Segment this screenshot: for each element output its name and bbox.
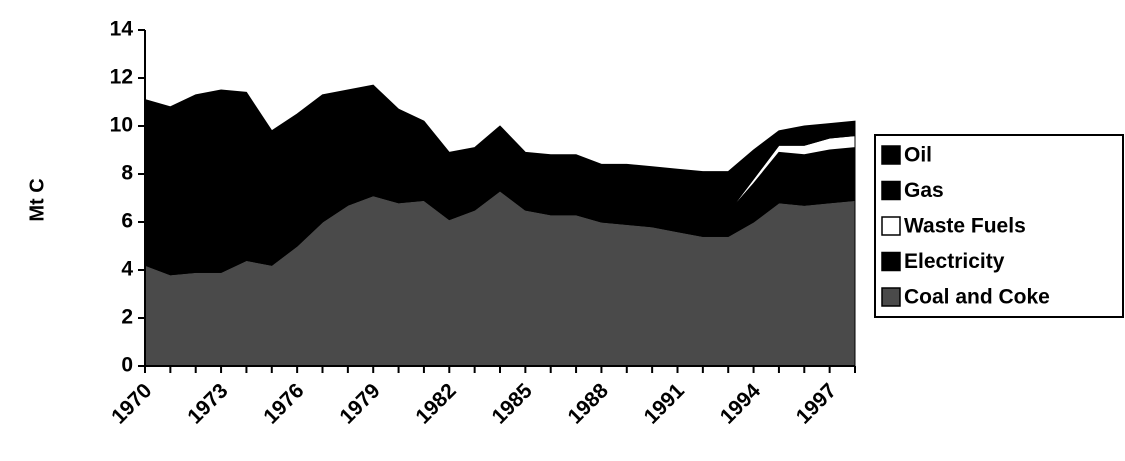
x-tick-label: 1985 [488,379,538,429]
x-tick-label: 1988 [564,379,614,429]
x-tick-label: 1976 [259,379,308,428]
legend-swatch [881,287,901,307]
x-tick-label: 1970 [107,379,156,428]
legend-swatch [881,216,901,236]
legend: Oil Gas Waste Fuels Electricity Coal and Cok… [874,134,1124,318]
y-tick-label: 12 [110,66,133,89]
legend-swatch [881,145,901,165]
y-tick-label: 6 [121,210,133,233]
y-tick-label: 0 [121,354,133,377]
legend-label: Coal and Coke [904,286,1050,309]
legend-swatch [881,180,901,201]
y-tick-label: 14 [110,18,134,41]
y-tick-label: 10 [110,114,133,137]
y-axis-label: Mt C [26,178,48,221]
legend-label: Gas [904,179,944,202]
y-tick-label: 8 [121,162,133,185]
legend-label: Waste Fuels [904,215,1026,238]
x-tick-label: 1991 [640,379,690,429]
legend-label: Oil [904,144,932,167]
x-tick-label: 1982 [411,379,460,428]
y-tick-label: 4 [121,258,133,281]
area [144,84,856,228]
legend-box [874,134,1124,318]
x-tick-label: 1997 [792,379,841,428]
y-tick-label: 2 [121,306,133,329]
legend-swatch [881,251,901,272]
x-tick-label: 1973 [183,379,232,428]
legend-label: Electricity [904,250,1005,273]
x-tick-label: 1979 [335,379,384,428]
x-tick-label: 1994 [716,379,766,429]
